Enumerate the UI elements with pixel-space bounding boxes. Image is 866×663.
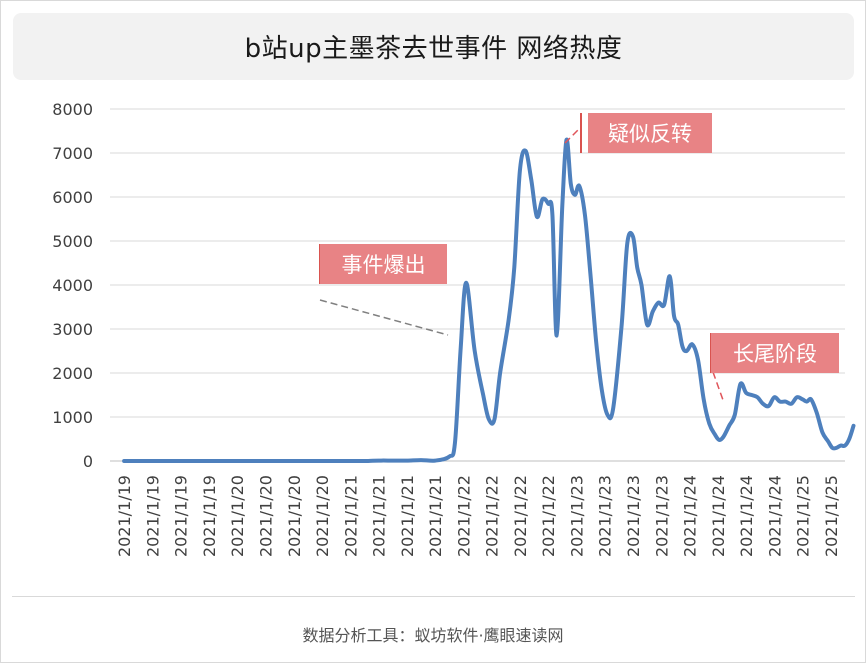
x-tick-label: 2021/1/24 — [737, 475, 756, 557]
y-tick-label: 4000 — [52, 276, 93, 295]
x-tick-label: 2021/1/23 — [567, 475, 586, 557]
y-tick-label: 2000 — [52, 364, 93, 383]
x-tick-label: 2021/1/19 — [143, 475, 162, 557]
x-tick-label: 2021/1/23 — [652, 475, 671, 557]
y-tick-label: 0 — [83, 452, 93, 471]
chart-title: b站up主墨茶去世事件 网络热度 — [244, 34, 623, 64]
annotation-leader — [319, 299, 449, 336]
annotation-label: 事件爆出 — [320, 244, 447, 284]
x-tick-label: 2021/1/23 — [596, 475, 615, 557]
x-tick-label: 2021/1/20 — [228, 475, 247, 557]
x-tick-label: 2021/1/25 — [794, 475, 813, 557]
x-tick-label: 2021/1/22 — [539, 475, 558, 557]
x-tick-label: 2021/1/20 — [256, 475, 275, 557]
line-chart: 0 1000 2000 3000 4000 5000 6000 7000 8000 2021/1/… — [52, 100, 856, 557]
x-tick-label: 2021/1/24 — [765, 475, 784, 557]
x-tick-label: 2021/1/19 — [172, 475, 191, 557]
x-tick-label: 2021/1/23 — [624, 475, 643, 557]
y-tick-label: 8000 — [52, 100, 93, 119]
x-tick-label: 2021/1/22 — [454, 475, 473, 557]
y-tick-label: 6000 — [52, 188, 93, 207]
x-tick-label: 2021/1/24 — [681, 475, 700, 557]
x-tick-label: 2021/1/20 — [285, 475, 304, 557]
annotation-label: 疑似反转 — [588, 113, 712, 153]
x-tick-label: 2021/1/24 — [709, 475, 728, 557]
footer-divider — [12, 596, 855, 597]
annotation-label: 长尾阶段 — [711, 333, 839, 373]
series-line-0 — [122, 137, 856, 464]
title-bar: b站up主墨茶去世事件 网络热度 — [13, 13, 854, 80]
footer-source: 数据分析工具：蚁坊软件·鹰眼速读网 — [302, 626, 564, 645]
x-tick-label: 2021/1/21 — [370, 475, 389, 557]
x-tick-label: 2021/1/25 — [822, 475, 841, 557]
y-tick-label: 1000 — [52, 408, 93, 427]
y-tick-label: 7000 — [52, 144, 93, 163]
x-tick-label: 2021/1/21 — [341, 475, 360, 557]
x-tick-label: 2021/1/19 — [115, 475, 134, 557]
y-tick-label: 5000 — [52, 232, 93, 251]
annotation-leader — [712, 371, 724, 401]
x-tick-label: 2021/1/22 — [483, 475, 502, 557]
x-tick-label: 2021/1/22 — [511, 475, 530, 557]
x-tick-label: 2021/1/19 — [200, 475, 219, 557]
annotation-leader — [564, 129, 579, 144]
x-tick-label: 2021/1/21 — [398, 475, 417, 557]
x-tick-label: 2021/1/20 — [313, 475, 332, 557]
x-tick-label: 2021/1/21 — [426, 475, 445, 557]
y-tick-label: 3000 — [52, 320, 93, 339]
